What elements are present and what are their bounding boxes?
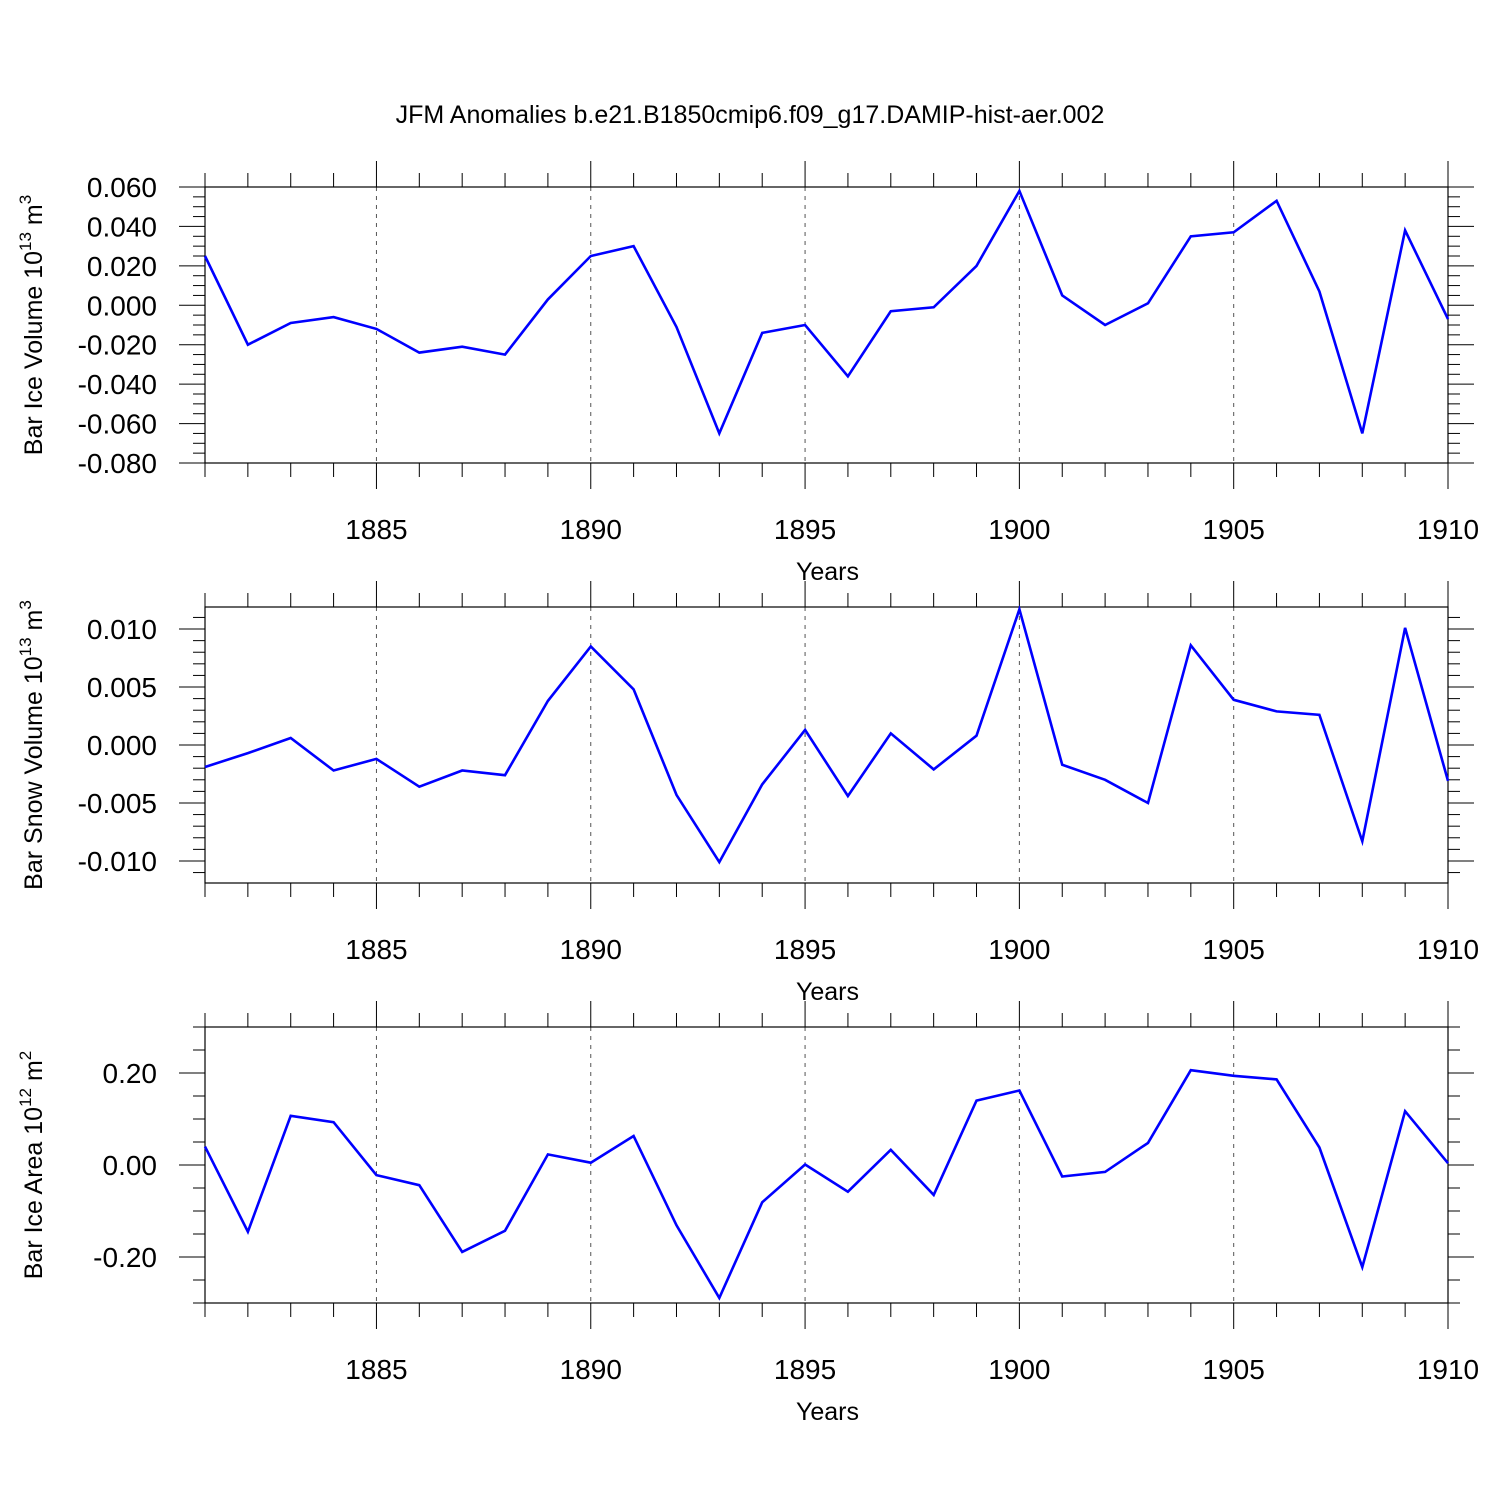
x-tick-label: 1905 bbox=[1203, 1354, 1265, 1385]
y-tick-label: -0.020 bbox=[78, 330, 157, 361]
x-tick-label: 1895 bbox=[774, 514, 836, 545]
y-tick-label: -0.080 bbox=[78, 448, 157, 479]
y-tick-label: 0.000 bbox=[87, 290, 157, 321]
x-tick-label: 1910 bbox=[1417, 1354, 1479, 1385]
y-tick-label: 0.010 bbox=[87, 614, 157, 645]
y-axis-label-exponent: 12 bbox=[16, 1088, 35, 1107]
y-axis-label-text: Bar Ice Volume 10 bbox=[20, 251, 48, 455]
y-axis-label-unit: m bbox=[20, 610, 48, 638]
y-tick-label: -0.20 bbox=[93, 1242, 157, 1273]
y-axis-label-unit: m bbox=[20, 1060, 48, 1088]
x-tick-label: 1910 bbox=[1417, 934, 1479, 965]
y-tick-label: -0.005 bbox=[78, 788, 157, 819]
x-tick-label: 1895 bbox=[774, 934, 836, 965]
x-tick-label: 1890 bbox=[560, 514, 622, 545]
x-tick-label: 1905 bbox=[1203, 514, 1265, 545]
x-tick-label: 1890 bbox=[560, 1354, 622, 1385]
y-tick-label: 0.040 bbox=[87, 211, 157, 242]
x-tick-label: 1895 bbox=[774, 1354, 836, 1385]
y-tick-label: -0.010 bbox=[78, 846, 157, 877]
y-axis-label-unit: m bbox=[20, 204, 48, 232]
y-tick-label: 0.020 bbox=[87, 251, 157, 282]
x-tick-label: 1910 bbox=[1417, 514, 1479, 545]
x-tick-label: 1905 bbox=[1203, 934, 1265, 965]
y-tick-label: 0.00 bbox=[103, 1150, 158, 1181]
y-axis-label: Bar Ice Area 1012 m2 bbox=[16, 1051, 48, 1280]
figure-title: JFM Anomalies b.e21.B1850cmip6.f09_g17.D… bbox=[396, 101, 1105, 129]
x-tick-label: 1900 bbox=[988, 1354, 1050, 1385]
y-tick-label: -0.060 bbox=[78, 409, 157, 440]
y-axis-label-exponent: 13 bbox=[16, 232, 35, 251]
x-tick-label: 1890 bbox=[560, 934, 622, 965]
y-axis-label-unit-exponent: 3 bbox=[16, 195, 35, 204]
x-tick-label: 1900 bbox=[988, 514, 1050, 545]
y-tick-label: 0.060 bbox=[87, 172, 157, 203]
y-axis-label-text: Bar Snow Volume 10 bbox=[20, 656, 48, 889]
x-tick-label: 1885 bbox=[345, 934, 407, 965]
y-tick-label: 0.000 bbox=[87, 730, 157, 761]
x-tick-label: 1885 bbox=[345, 514, 407, 545]
x-tick-label: 1885 bbox=[345, 1354, 407, 1385]
y-axis-label-unit-exponent: 2 bbox=[16, 1051, 35, 1060]
y-axis-label-text: Bar Ice Area 10 bbox=[20, 1107, 48, 1279]
y-tick-label: -0.040 bbox=[78, 369, 157, 400]
y-axis-label-exponent: 13 bbox=[16, 637, 35, 656]
y-tick-label: 0.005 bbox=[87, 672, 157, 703]
x-tick-label: 1900 bbox=[988, 934, 1050, 965]
y-tick-label: 0.20 bbox=[103, 1058, 158, 1089]
x-axis-label: Years bbox=[796, 1398, 859, 1426]
y-axis-label-unit-exponent: 3 bbox=[16, 600, 35, 609]
